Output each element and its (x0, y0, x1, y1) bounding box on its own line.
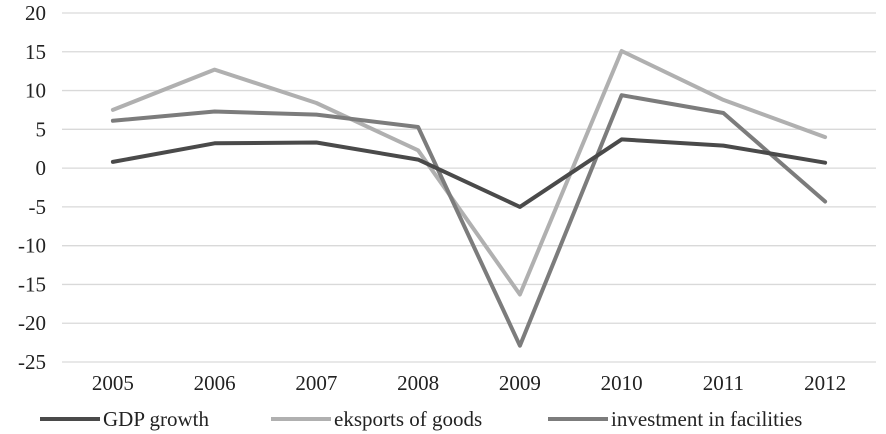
legend-label-investment-in-facilities: investment in facilities (611, 407, 802, 431)
legend: GDP growth eksports of goods investment … (40, 407, 802, 431)
y-tick-label: -5 (29, 195, 47, 219)
y-tick-label: 15 (25, 40, 46, 64)
x-tick-label: 2007 (295, 371, 337, 395)
y-tick-label: 0 (36, 156, 47, 180)
x-tick-label: 2012 (804, 371, 846, 395)
series-line-gdp-growth (110, 137, 828, 209)
series-line-investment-in-facilities (110, 93, 828, 348)
x-axis-tick-labels: 2005 2006 2007 2008 2009 2010 2011 2012 (92, 371, 846, 395)
x-tick-label: 2011 (703, 371, 744, 395)
y-tick-label: 10 (25, 79, 46, 103)
y-tick-label: 5 (36, 117, 47, 141)
x-tick-label: 2010 (601, 371, 643, 395)
series-lines (110, 49, 828, 348)
y-tick-label: -25 (18, 350, 46, 374)
x-tick-label: 2005 (92, 371, 134, 395)
x-tick-label: 2008 (397, 371, 439, 395)
y-axis-tick-labels: 20 15 10 5 0 -5 -10 -15 -20 -25 (18, 1, 46, 374)
x-tick-label: 2006 (194, 371, 236, 395)
legend-label-eksports-of-goods: eksports of goods (334, 407, 482, 431)
y-tick-label: 20 (25, 1, 46, 25)
y-tick-label: -20 (18, 311, 46, 335)
legend-label-gdp-growth: GDP growth (103, 407, 209, 431)
series-line-eksports-of-goods (110, 49, 828, 297)
x-tick-label: 2009 (499, 371, 541, 395)
y-tick-label: -10 (18, 234, 46, 258)
gridlines (62, 12, 876, 363)
y-tick-label: -15 (18, 272, 46, 296)
